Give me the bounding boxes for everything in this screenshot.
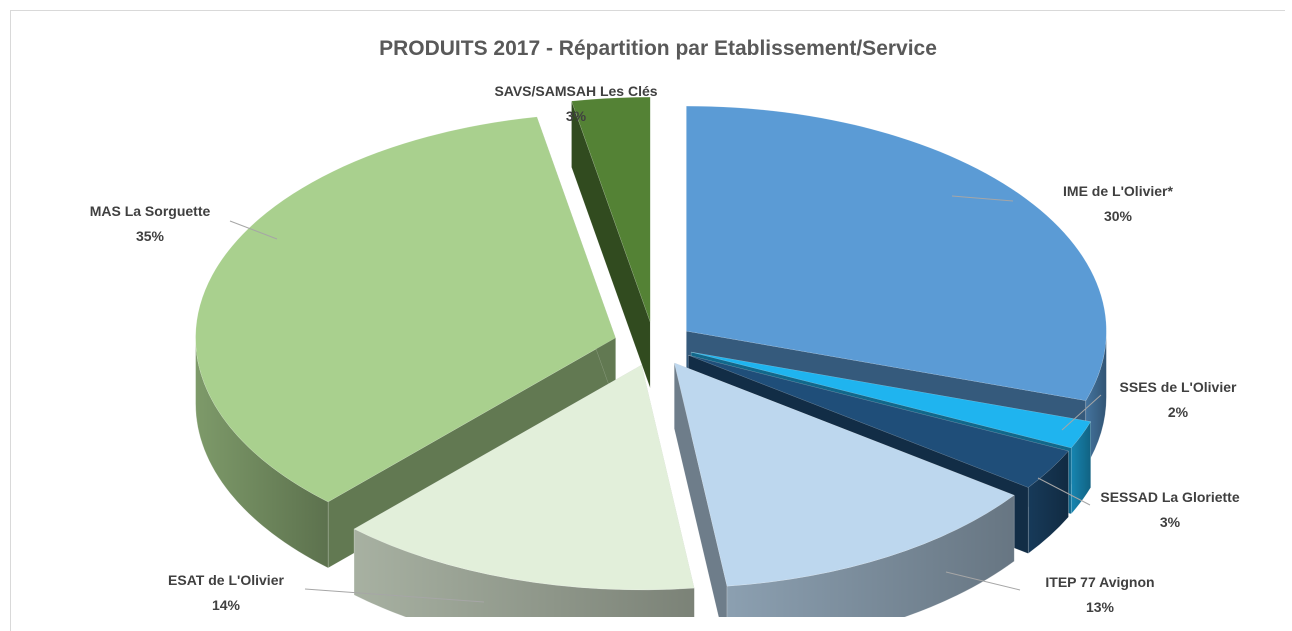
slice-percent-3: 13%	[1086, 599, 1115, 615]
slice-percent-2: 3%	[1160, 514, 1181, 530]
leader-line-4	[304, 588, 485, 603]
slice-label-2: SESSAD La Gloriette	[1100, 489, 1239, 505]
leader-line-5	[229, 220, 278, 240]
left-strip	[0, 0, 10, 617]
slice-top-2	[688, 354, 1069, 488]
slice-top-6	[571, 96, 651, 323]
labels-layer: IME de L'Olivier* 30% SSES de L'Olivier 2% S…	[90, 83, 1240, 615]
slice-percent-0: 30%	[1104, 208, 1133, 224]
slice-label-4: ESAT de L'Olivier	[168, 572, 284, 588]
slice-label-1: SSES de L'Olivier	[1120, 379, 1237, 395]
slice-top-0	[686, 105, 1107, 401]
slice-percent-4: 14%	[212, 597, 241, 613]
slice-4	[353, 364, 695, 617]
slice-label-5: MAS La Sorguette	[90, 203, 211, 219]
slice-top-4	[353, 364, 695, 591]
slice-top-3	[674, 362, 1015, 587]
slice-top-1	[691, 351, 1092, 449]
leader-line-2	[1037, 477, 1091, 506]
slices-layer	[195, 96, 1107, 617]
slice-label-3: ITEP 77 Avignon	[1045, 574, 1154, 590]
slice-label-0: IME de L'Olivier*	[1063, 183, 1173, 199]
slice-side-shade-3-0	[726, 494, 1015, 617]
pie-chart: PRODUITS 2017 - Répartition par Etabliss…	[90, 37, 1240, 617]
slice-percent-5: 35%	[136, 228, 165, 244]
leader-line-0	[951, 195, 1014, 202]
slice-label-6: SAVS/SAMSAH Les Clés	[494, 83, 657, 99]
leader-line-1	[1061, 394, 1102, 431]
slice-6	[571, 96, 651, 389]
chart-title: PRODUITS 2017 - Répartition par Etabliss…	[379, 37, 937, 60]
slice-percent-6: 3%	[566, 108, 587, 124]
slice-3	[674, 362, 1015, 617]
leader-line-3	[945, 571, 1021, 591]
slice-percent-1: 2%	[1168, 404, 1189, 420]
slice-top-5	[195, 116, 616, 503]
